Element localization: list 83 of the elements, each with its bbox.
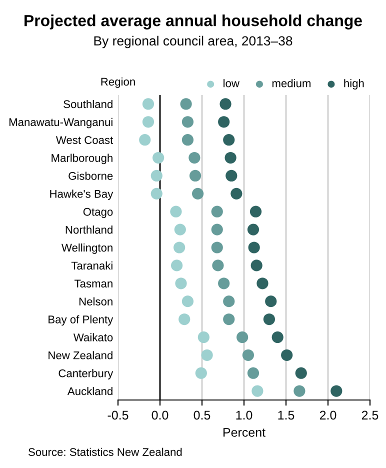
y-tick-label: Canterbury	[58, 369, 114, 380]
x-tick-label: 2.5	[362, 410, 378, 420]
point	[256, 278, 268, 290]
x-tick-label: 2.0	[320, 410, 336, 420]
y-tick-label: West Coast	[56, 136, 114, 144]
point	[211, 224, 223, 236]
point	[252, 385, 264, 397]
chart-title: Projected average annual household change	[24, 14, 362, 30]
point	[223, 296, 235, 308]
point	[150, 170, 162, 182]
y-tick-label: Hawke's Bay	[50, 190, 114, 200]
y-tick-label: Tasman	[74, 280, 112, 288]
point	[182, 296, 194, 308]
y-tick-label: Nelson	[79, 297, 112, 306]
y-tick-label: Northland	[66, 226, 112, 234]
point	[250, 206, 262, 218]
point	[182, 116, 194, 128]
point	[248, 242, 260, 254]
point	[175, 278, 187, 290]
point	[189, 170, 202, 182]
point	[174, 242, 186, 254]
x-tick-label: -0.5	[108, 410, 128, 420]
point	[242, 349, 254, 361]
point	[188, 152, 200, 164]
point	[178, 313, 190, 326]
point	[211, 206, 223, 218]
point	[220, 98, 232, 110]
point	[223, 313, 235, 326]
y-tick-label: New Zealand	[48, 351, 112, 360]
point	[247, 224, 260, 236]
point	[174, 224, 186, 236]
legend-label: low	[224, 79, 240, 88]
point	[180, 98, 192, 110]
point	[295, 367, 307, 379]
point	[212, 260, 224, 272]
x-tick-label: 1.0	[236, 410, 252, 420]
x-tick-label: 0.0	[152, 410, 168, 420]
point	[211, 242, 223, 254]
y-tick-label: Bay of Plenty	[48, 315, 114, 326]
y-tick-label: Waikato	[73, 333, 113, 342]
y-tick-label: Otago	[83, 208, 113, 218]
point	[247, 367, 260, 379]
point	[230, 188, 242, 200]
point	[182, 134, 194, 146]
point	[201, 349, 213, 361]
y-tick-label: Manawatu-Wanganui	[9, 118, 112, 128]
y-tick-label: Southland	[64, 100, 112, 108]
point	[281, 349, 293, 361]
point	[150, 188, 162, 200]
point	[198, 331, 210, 344]
point	[218, 278, 230, 290]
chart-subtitle: By regional council area, 2013–38	[94, 36, 292, 48]
x-axis-title: Percent	[223, 428, 266, 437]
y-tick-label: Wellington	[62, 243, 112, 254]
point	[139, 134, 151, 146]
point	[236, 331, 248, 344]
point	[223, 134, 235, 146]
point	[142, 116, 154, 128]
y-tick-label: Gisborne	[68, 172, 113, 180]
y-tick-label: Auckland	[67, 387, 112, 396]
source-note: Source: Statistics New Zealand	[28, 448, 182, 456]
point	[250, 260, 262, 272]
point	[218, 116, 230, 128]
point	[265, 296, 277, 308]
point	[263, 313, 276, 326]
x-tick-label: 0.5	[194, 410, 210, 420]
point	[170, 260, 183, 272]
legend-label: medium	[272, 79, 310, 88]
y-axis-title: Region	[101, 77, 135, 88]
point	[195, 367, 207, 379]
point	[226, 170, 238, 182]
point	[142, 98, 154, 110]
y-tick-label: Marlborough	[52, 154, 112, 164]
y-tick-label: Taranaki	[71, 261, 112, 270]
point	[294, 385, 306, 397]
point	[272, 331, 284, 344]
point	[170, 206, 182, 218]
legend-label: high	[344, 79, 364, 90]
point	[224, 152, 236, 164]
point	[192, 188, 204, 200]
x-tick-label: 1.5	[278, 410, 294, 420]
point	[330, 385, 342, 397]
point	[152, 152, 164, 164]
